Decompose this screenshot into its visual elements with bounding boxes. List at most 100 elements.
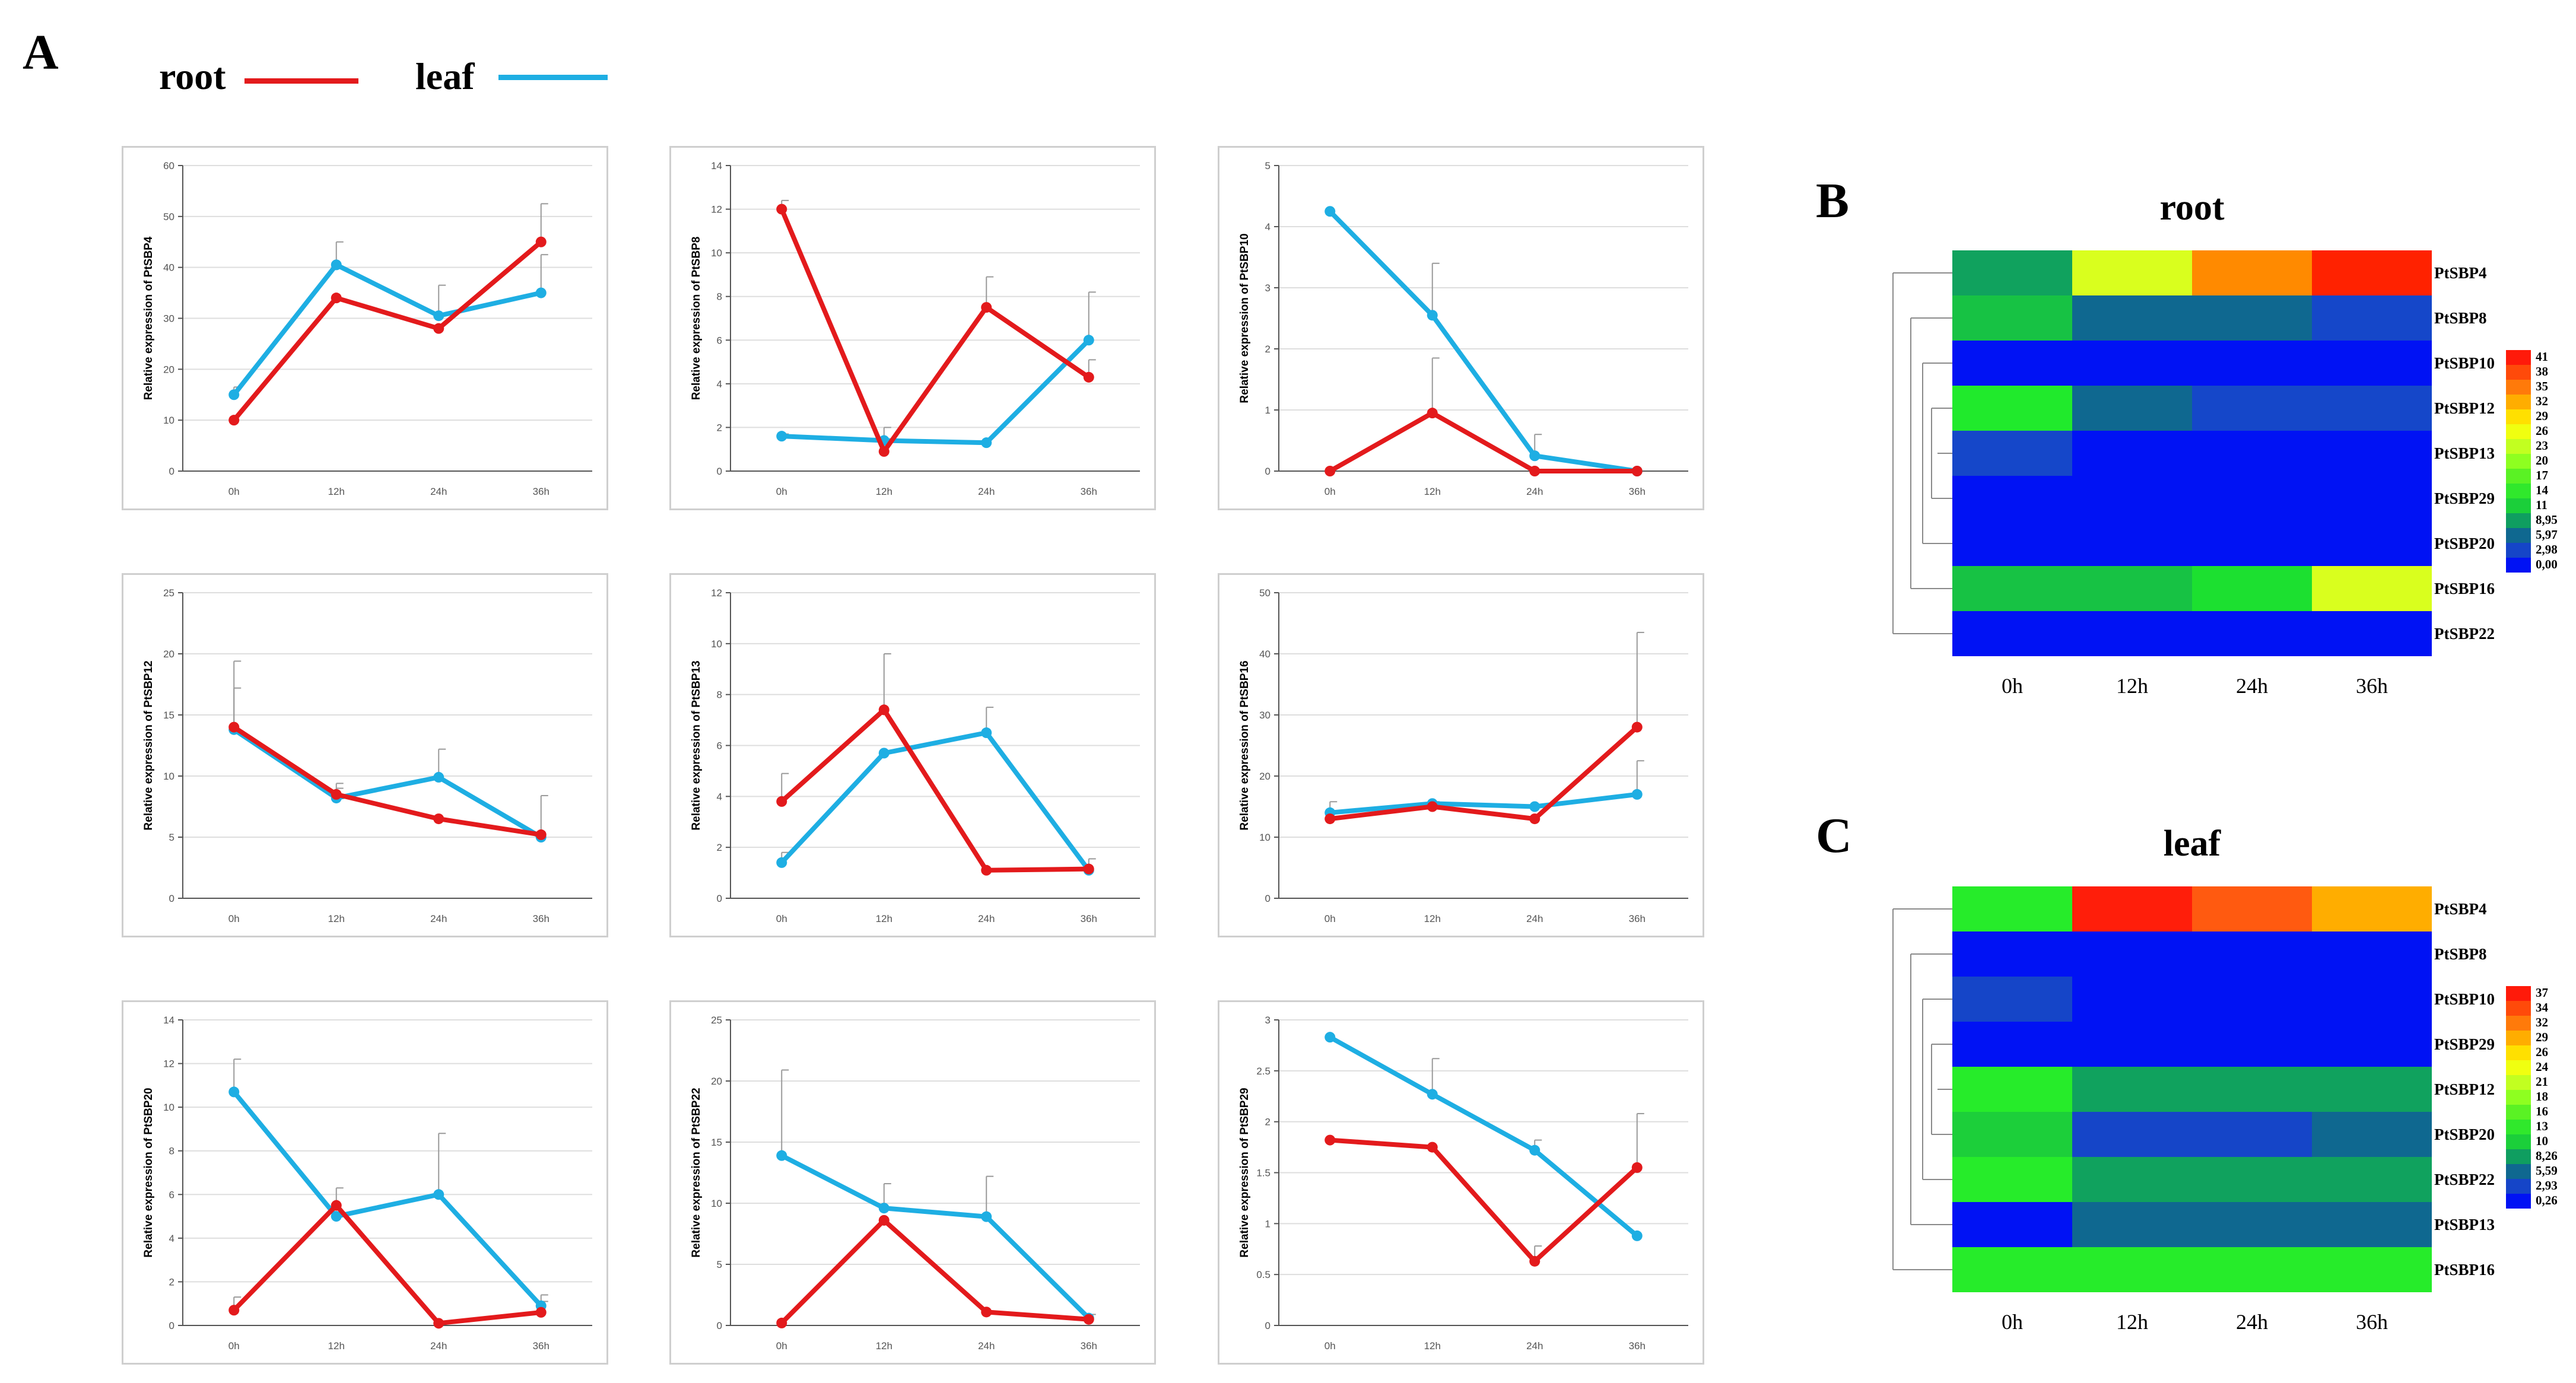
heatmap-cell bbox=[2072, 1247, 2192, 1292]
line-chart-svg: 0 10 20 30 40 50 60 0h 12h 24h 36h Relative express… bbox=[142, 160, 592, 497]
color-legend-label: 26 bbox=[2536, 1045, 2548, 1059]
color-legend-swatch bbox=[2506, 1179, 2531, 1194]
heatmap-cell bbox=[2312, 386, 2432, 431]
point-leaf bbox=[776, 431, 787, 442]
heatmap-cell bbox=[1952, 886, 2072, 931]
point-root bbox=[535, 236, 547, 247]
heatmap-cell bbox=[1952, 1022, 2072, 1067]
y-tick-label: 8 bbox=[717, 689, 722, 701]
heatmap-cell bbox=[2072, 521, 2192, 566]
y-tick-label: 2 bbox=[717, 842, 722, 853]
color-legend-swatch bbox=[2506, 1194, 2531, 1209]
panel-label-b: B bbox=[1816, 173, 1850, 228]
y-tick-label: 10 bbox=[1259, 832, 1270, 843]
y-tick-label: 12 bbox=[711, 587, 722, 599]
y-tick-label: 2 bbox=[1265, 344, 1270, 355]
line-chart-svg: 0 2 4 6 8 10 12 14 0h 12h 24h 36h Relative expressio… bbox=[690, 160, 1140, 497]
x-tick-label: 0h bbox=[228, 913, 240, 924]
heatmap-cell bbox=[2312, 521, 2432, 566]
color-legend-swatch bbox=[2506, 1105, 2531, 1120]
y-tick-label: 10 bbox=[163, 771, 174, 782]
point-root bbox=[228, 721, 240, 733]
y-tick-label: 8 bbox=[169, 1146, 174, 1157]
point-leaf bbox=[331, 259, 342, 271]
color-legend-label: 35 bbox=[2536, 379, 2548, 393]
color-legend-label: 29 bbox=[2536, 409, 2548, 423]
color-legend-swatch bbox=[2506, 469, 2531, 484]
heatmap-cell bbox=[2192, 566, 2312, 611]
color-legend-swatch bbox=[2506, 484, 2531, 498]
x-tick-label: 12h bbox=[328, 1340, 345, 1352]
line-chart-6: 0 10 20 30 40 50 0h 12h 24h 36h Relative expressio… bbox=[1218, 573, 1704, 937]
y-tick-label: 8 bbox=[717, 291, 722, 303]
point-leaf bbox=[433, 310, 444, 322]
heatmap-cell bbox=[2312, 1022, 2432, 1067]
heatmap-cell bbox=[2312, 1247, 2432, 1292]
point-leaf bbox=[1427, 1089, 1438, 1100]
heatmap-cell bbox=[1952, 977, 2072, 1022]
series-line-root bbox=[779, 208, 1091, 454]
color-legend-label: 21 bbox=[2536, 1074, 2548, 1089]
color-legend-swatch bbox=[2506, 513, 2531, 528]
point-leaf bbox=[1631, 789, 1643, 800]
y-axis-label: Relative expression of PtSBP16 bbox=[1238, 660, 1251, 830]
point-leaf bbox=[776, 857, 787, 868]
point-root bbox=[1631, 466, 1643, 476]
y-tick-label: 0 bbox=[1265, 466, 1270, 477]
x-tick-label: 0h bbox=[776, 1340, 787, 1352]
color-legend-swatch bbox=[2506, 543, 2531, 558]
y-tick-label: 25 bbox=[711, 1015, 722, 1026]
color-legend-swatch bbox=[2506, 1060, 2531, 1075]
heatmap-cell bbox=[2072, 341, 2192, 386]
x-tick-label: 12h bbox=[876, 1340, 892, 1352]
color-legend-swatch bbox=[2506, 1031, 2531, 1045]
y-tick-label: 1.5 bbox=[1256, 1168, 1270, 1179]
point-leaf bbox=[981, 437, 992, 449]
heatmap-cell bbox=[2072, 886, 2192, 931]
heatmap-cell bbox=[2192, 1067, 2312, 1112]
heatmap-row-label: PtSBP8 bbox=[2434, 309, 2487, 327]
heatmap-col-label: 36h bbox=[2356, 674, 2388, 698]
heatmap-col-label: 0h bbox=[2002, 674, 2023, 698]
series-line-leaf bbox=[780, 730, 1091, 872]
color-legend-swatch bbox=[2506, 498, 2531, 513]
heatmap-cell bbox=[2192, 1112, 2312, 1157]
point-root bbox=[535, 829, 547, 840]
y-tick-label: 20 bbox=[711, 1076, 722, 1087]
x-tick-label: 36h bbox=[1629, 1340, 1646, 1352]
series-line-leaf bbox=[780, 1153, 1091, 1320]
point-root bbox=[433, 323, 444, 334]
heatmap-title: root bbox=[2159, 187, 2224, 228]
x-tick-label: 36h bbox=[533, 486, 549, 497]
heatmap-col-label: 12h bbox=[2116, 674, 2148, 698]
legend-root-line bbox=[244, 78, 358, 84]
y-tick-label: 4 bbox=[717, 379, 722, 390]
x-tick-label: 24h bbox=[978, 486, 995, 497]
heatmap-cell bbox=[2072, 295, 2192, 341]
color-legend-label: 23 bbox=[2536, 438, 2548, 453]
color-legend-label: 17 bbox=[2536, 468, 2548, 482]
color-legend-swatch bbox=[2506, 1149, 2531, 1164]
line-chart-9: 0 0.5 1 1.5 2 2.5 3 0h 12h 24h 36h Relative express… bbox=[1218, 1000, 1704, 1365]
heatmap-cell bbox=[1952, 386, 2072, 431]
color-legend-swatch bbox=[2506, 424, 2531, 439]
x-tick-label: 0h bbox=[228, 486, 240, 497]
y-tick-label: 14 bbox=[163, 1015, 174, 1026]
x-tick-label: 36h bbox=[1081, 1340, 1097, 1352]
point-root bbox=[433, 1318, 444, 1329]
color-legend-swatch bbox=[2506, 558, 2531, 573]
point-root bbox=[981, 864, 992, 876]
line-chart-svg: 0 0.5 1 1.5 2 2.5 3 0h 12h 24h 36h Relative express… bbox=[1238, 1015, 1688, 1352]
series-line-leaf bbox=[1328, 209, 1638, 473]
heatmap-cell bbox=[2312, 476, 2432, 521]
color-legend-swatch bbox=[2506, 986, 2531, 1001]
y-tick-label: 2 bbox=[1265, 1117, 1270, 1128]
y-axis-label: Relative expression of PtSBP13 bbox=[690, 660, 703, 830]
heatmap-svg: root PtSBP4 PtSBP8 PtSBP10 PtSBP12 PtSBP13 PtS… bbox=[1892, 187, 2558, 698]
y-tick-label: 3 bbox=[1265, 1015, 1270, 1026]
point-root bbox=[1427, 1142, 1438, 1153]
heatmap-cell bbox=[2192, 295, 2312, 341]
heatmap-cell bbox=[2192, 431, 2312, 476]
heatmap-cell bbox=[2312, 977, 2432, 1022]
x-tick-label: 24h bbox=[430, 913, 447, 924]
